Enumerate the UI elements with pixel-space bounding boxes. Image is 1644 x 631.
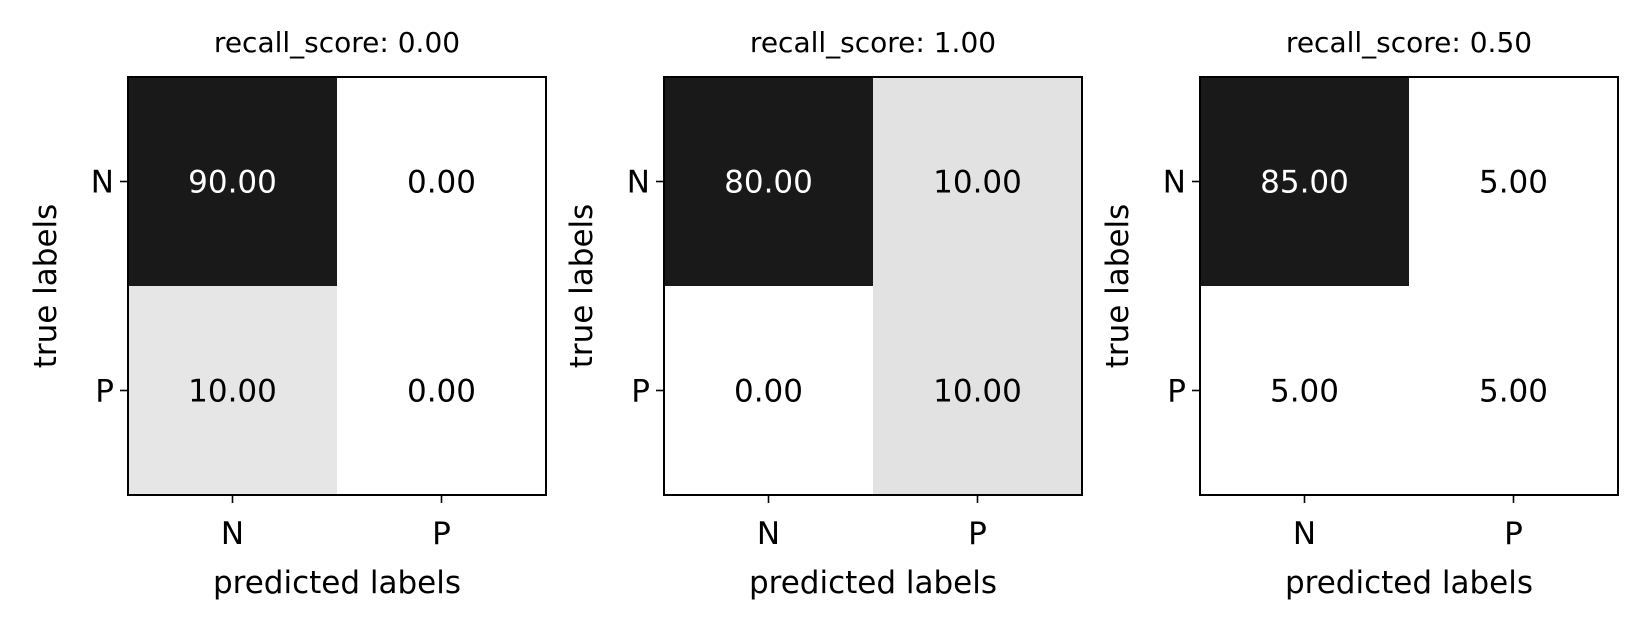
chart-title: recall_score: 0.50 bbox=[1286, 26, 1532, 59]
matrix-cell bbox=[873, 77, 1082, 286]
x-tick-label: N bbox=[757, 516, 780, 552]
y-axis-label: true labels bbox=[28, 204, 64, 369]
cell-value-label: 5.00 bbox=[1270, 374, 1339, 410]
cell-value-label: 85.00 bbox=[1260, 165, 1349, 201]
cell-value-label: 80.00 bbox=[724, 165, 813, 201]
x-axis-label: predicted labels bbox=[749, 565, 997, 601]
confusion-matrix-panel-3: 85.00 5.00 5.00 5.00 recall_score: 0.50 N P N Pp… bbox=[1100, 26, 1619, 601]
matrix-cell bbox=[128, 77, 337, 286]
matrix-cell bbox=[873, 286, 1082, 495]
matrix-cell bbox=[128, 286, 337, 495]
y-axis-label: true labels bbox=[1100, 204, 1136, 369]
cell-value-label: 0.00 bbox=[734, 374, 803, 410]
cell-value-label: 0.00 bbox=[407, 165, 476, 201]
y-tick-label: N bbox=[627, 165, 650, 201]
cell-value-label: 5.00 bbox=[1479, 165, 1548, 201]
cell-value-label: 10.00 bbox=[933, 165, 1022, 201]
y-tick-label: N bbox=[91, 165, 114, 201]
confusion-matrix-panel-2: 80.00 10.00 0.00 10.00 recall_score: 1.00 N P N… bbox=[564, 26, 1083, 601]
axes-frame bbox=[127, 76, 547, 496]
y-tick-label: P bbox=[631, 374, 650, 410]
cell-value-label: 10.00 bbox=[188, 374, 277, 410]
cell-value-label: 90.00 bbox=[188, 165, 277, 201]
matrix-cell bbox=[1200, 286, 1409, 495]
matrix-cell bbox=[337, 77, 546, 286]
cell-value-label: 5.00 bbox=[1479, 374, 1548, 410]
cell-value-label: 0.00 bbox=[407, 374, 476, 410]
x-tick-label: N bbox=[221, 516, 244, 552]
confusion-matrix-panel-1: 90.00 0.00 10.00 0.00 recall_score: 0.00 N P N P… bbox=[28, 26, 547, 601]
x-axis-label: predicted labels bbox=[1285, 565, 1533, 601]
y-tick-label: P bbox=[1167, 374, 1186, 410]
matrix-cell bbox=[1409, 77, 1618, 286]
cell-value-label: 10.00 bbox=[933, 374, 1022, 410]
chart-title: recall_score: 0.00 bbox=[214, 26, 460, 59]
x-tick-label: P bbox=[968, 516, 987, 552]
x-tick-label: P bbox=[432, 516, 451, 552]
y-tick-label: N bbox=[1163, 165, 1186, 201]
x-tick-label: P bbox=[1504, 516, 1523, 552]
matrix-cell bbox=[337, 286, 546, 495]
axes-frame bbox=[1199, 76, 1619, 496]
matrix-cell bbox=[1409, 286, 1618, 495]
matrix-cell bbox=[664, 77, 873, 286]
x-axis-label: predicted labels bbox=[213, 565, 461, 601]
axes-frame bbox=[663, 76, 1083, 496]
matrix-cell bbox=[1200, 77, 1409, 286]
y-axis-label: true labels bbox=[564, 204, 600, 369]
matrix-cell bbox=[664, 286, 873, 495]
chart-title: recall_score: 1.00 bbox=[750, 26, 996, 59]
x-tick-label: N bbox=[1293, 516, 1316, 552]
y-tick-label: P bbox=[95, 374, 114, 410]
